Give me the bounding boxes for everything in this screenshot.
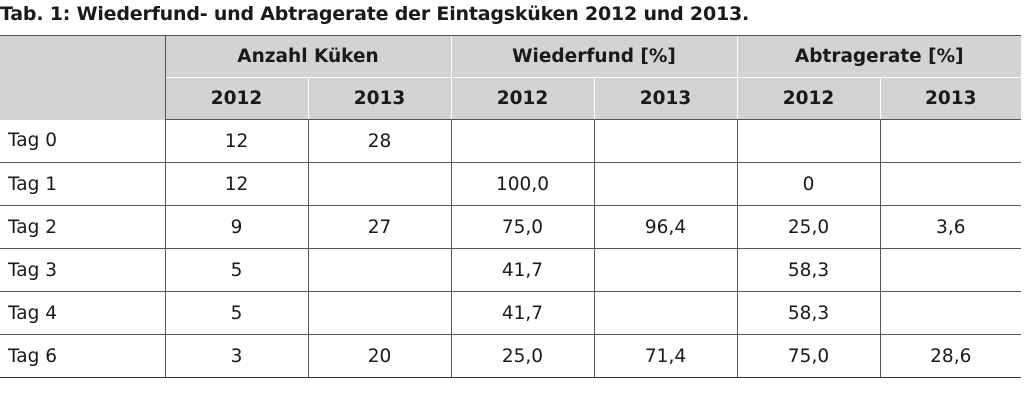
header-year: 2013 — [593, 77, 738, 120]
table-cell: 28 — [307, 119, 451, 163]
table-cell: 41,7 — [450, 248, 594, 292]
table-row: Tag 1 12 100,0 0 — [0, 162, 1022, 206]
table-caption: Tab. 1: Wiederfund- und Abtragerate der … — [0, 3, 750, 25]
table-cell — [593, 248, 738, 292]
table-cell — [736, 119, 881, 163]
header-group-abtragerate: Abtragerate [%] — [736, 35, 1022, 78]
table-cell: 0 — [736, 162, 881, 206]
row-label: Tag 6 — [0, 334, 165, 378]
row-label: Tag 1 — [0, 162, 165, 206]
table-cell — [307, 291, 451, 335]
header-year: 2013 — [879, 77, 1022, 120]
table-cell: 71,4 — [593, 334, 738, 378]
header-year: 2013 — [307, 77, 451, 120]
data-table: Anzahl Küken Wiederfund [%] Abtragerate … — [0, 35, 1022, 378]
table-cell — [307, 248, 451, 292]
header-row-years: 2012 2013 2012 2013 2012 2013 — [0, 77, 1022, 120]
table-cell: 96,4 — [593, 205, 738, 249]
table-cell — [593, 119, 738, 163]
table-cell: 75,0 — [736, 334, 881, 378]
table-row: Tag 3 5 41,7 58,3 — [0, 248, 1022, 292]
table-cell: 25,0 — [736, 205, 881, 249]
table-cell: 41,7 — [450, 291, 594, 335]
table-cell — [450, 119, 594, 163]
table-cell — [307, 162, 451, 206]
table-cell — [593, 162, 738, 206]
header-corner — [0, 35, 166, 120]
table-cell: 3,6 — [879, 205, 1022, 249]
header-group-wiederfund: Wiederfund [%] — [450, 35, 738, 78]
table-row: Tag 2 9 27 75,0 96,4 25,0 3,6 — [0, 205, 1022, 249]
header-year: 2012 — [736, 77, 881, 120]
table-cell — [879, 162, 1022, 206]
table-cell: 58,3 — [736, 291, 881, 335]
header-year: 2012 — [450, 77, 594, 120]
table-cell — [593, 291, 738, 335]
table-cell — [879, 291, 1022, 335]
table-cell: 5 — [164, 248, 308, 292]
table-cell: 75,0 — [450, 205, 594, 249]
table-row: Tag 4 5 41,7 58,3 — [0, 291, 1022, 335]
table-cell: 12 — [164, 119, 308, 163]
table-cell: 3 — [164, 334, 308, 378]
table-cell: 28,6 — [879, 334, 1022, 378]
table-cell: 12 — [164, 162, 308, 206]
table-cell — [879, 248, 1022, 292]
table-cell — [879, 119, 1022, 163]
table-cell: 25,0 — [450, 334, 594, 378]
row-label: Tag 0 — [0, 119, 165, 163]
row-label: Tag 4 — [0, 291, 165, 335]
row-label: Tag 3 — [0, 248, 165, 292]
table-row: Tag 6 3 20 25,0 71,4 75,0 28,6 — [0, 334, 1022, 378]
row-label: Tag 2 — [0, 205, 165, 249]
table-cell: 20 — [307, 334, 451, 378]
table-cell: 27 — [307, 205, 451, 249]
table-cell: 5 — [164, 291, 308, 335]
header-row-groups: Anzahl Küken Wiederfund [%] Abtragerate … — [0, 35, 1022, 120]
header-year: 2012 — [164, 77, 308, 120]
header-group-anzahl: Anzahl Küken — [164, 35, 451, 78]
table-row: Tag 0 12 28 — [0, 119, 1022, 163]
table-cell: 9 — [164, 205, 308, 249]
table-cell: 100,0 — [450, 162, 594, 206]
table-cell: 58,3 — [736, 248, 881, 292]
